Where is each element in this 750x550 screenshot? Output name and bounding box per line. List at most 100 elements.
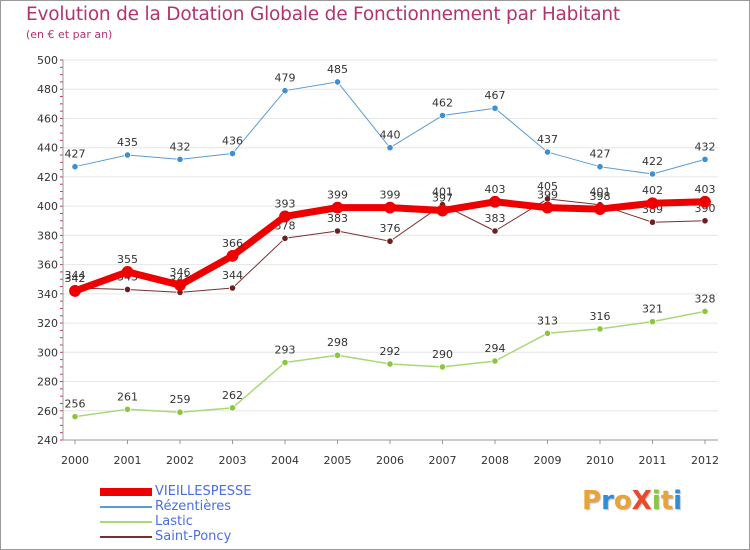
data-label: 344: [222, 269, 243, 282]
x-tick-label: 2003: [219, 454, 247, 467]
data-point: [491, 227, 499, 235]
legend-label: Rézentières: [155, 499, 232, 514]
data-point: [489, 195, 501, 208]
x-tick-label: 2007: [429, 454, 457, 467]
data-label: 427: [590, 148, 611, 161]
x-tick-label: 2004: [271, 454, 299, 467]
y-tick-label: 440: [37, 142, 58, 155]
data-point: [228, 284, 237, 292]
data-label: 259: [170, 393, 191, 406]
data-point: [331, 201, 344, 214]
data-point: [333, 227, 342, 235]
data-label: 290: [432, 348, 453, 361]
data-point: [69, 285, 81, 297]
y-tick-label: 280: [37, 376, 58, 389]
data-label: 344: [65, 269, 86, 282]
data-label: 261: [117, 390, 138, 403]
x-tick-label: 2008: [481, 454, 509, 467]
data-point: [176, 408, 184, 416]
y-tick-label: 300: [37, 346, 58, 359]
data-point: [228, 149, 237, 158]
data-label: 293: [275, 344, 296, 357]
series-r-zenti-res: 427 435 432 436 479 485 440 462 467 437 427 422 432: [65, 63, 716, 178]
y-tick-label: 320: [37, 317, 58, 330]
x-tick-label: 2001: [114, 454, 142, 467]
y-tick-label: 380: [37, 229, 58, 242]
y-tick-label: 420: [37, 171, 58, 184]
data-label: 294: [485, 342, 506, 355]
data-point: [596, 325, 604, 333]
data-label: 366: [222, 237, 243, 250]
data-point: [279, 210, 291, 223]
data-point: [281, 87, 289, 95]
y-tick-label: 360: [37, 259, 58, 272]
data-point: [648, 218, 657, 226]
data-point: [176, 155, 184, 163]
data-label: 399: [327, 189, 348, 202]
data-label: 376: [380, 222, 401, 235]
data-label: 401: [432, 186, 453, 199]
logo-letter: i: [651, 486, 661, 516]
legend-swatch: [100, 521, 152, 523]
data-point: [594, 203, 606, 215]
data-point: [436, 204, 449, 217]
logo-letter: r: [601, 486, 614, 516]
data-label: 383: [485, 212, 506, 225]
data-label: 355: [117, 253, 138, 266]
y-tick-label: 460: [37, 112, 58, 125]
data-point: [333, 78, 342, 86]
data-point: [174, 279, 186, 291]
data-label: 399: [537, 189, 558, 202]
data-label: 256: [65, 398, 86, 411]
data-label: 393: [275, 197, 296, 210]
y-tick-label: 240: [37, 434, 58, 447]
legend-swatch: [100, 536, 152, 538]
y-tick-label: 260: [37, 405, 58, 418]
data-label: 298: [327, 336, 348, 349]
data-point: [596, 163, 604, 171]
data-label: 403: [695, 183, 716, 196]
data-label: 321: [642, 303, 663, 316]
data-point: [491, 104, 499, 112]
data-point: [123, 405, 132, 413]
logo-letter: X: [631, 486, 652, 516]
data-label: 313: [537, 314, 558, 327]
data-point: [438, 111, 447, 120]
data-point: [386, 144, 394, 152]
data-point: [646, 197, 659, 210]
data-point: [333, 351, 342, 359]
data-point: [281, 358, 289, 367]
series-lastic: 256 261 259 262 293 298 292 290 294 313 316 321 328: [65, 292, 716, 421]
chart-subtitle: (en € et par an): [26, 28, 113, 41]
data-label: 462: [432, 97, 453, 110]
data-label: 398: [590, 190, 611, 203]
series-vieillespesse: 342 355 346 366 393 399 399 397 403 399 398 402 403: [65, 183, 716, 297]
logo-letter: t: [660, 486, 674, 516]
data-point: [701, 155, 709, 163]
logo-letter: i: [673, 486, 683, 516]
data-label: 485: [327, 63, 348, 76]
data-label: 432: [170, 140, 191, 153]
y-tick-label: 480: [37, 83, 58, 96]
data-point: [699, 195, 711, 208]
x-tick-label: 2005: [324, 454, 352, 467]
data-label: 383: [327, 212, 348, 225]
x-tick-label: 2011: [639, 454, 667, 467]
data-label: 292: [380, 345, 401, 358]
data-point: [543, 329, 552, 337]
data-point: [226, 249, 239, 262]
data-label: 328: [695, 292, 716, 305]
data-label: 399: [380, 189, 401, 202]
data-point: [541, 201, 554, 214]
data-point: [701, 307, 709, 315]
x-tick-label: 2000: [61, 454, 89, 467]
data-label: 403: [485, 183, 506, 196]
data-point: [71, 413, 79, 421]
data-label: 437: [537, 133, 558, 146]
data-label: 401: [590, 186, 611, 199]
data-point: [384, 201, 396, 214]
legend-swatch: [100, 488, 152, 496]
legend-label: VIEILLESPESSE: [155, 484, 252, 499]
data-point: [648, 170, 657, 178]
